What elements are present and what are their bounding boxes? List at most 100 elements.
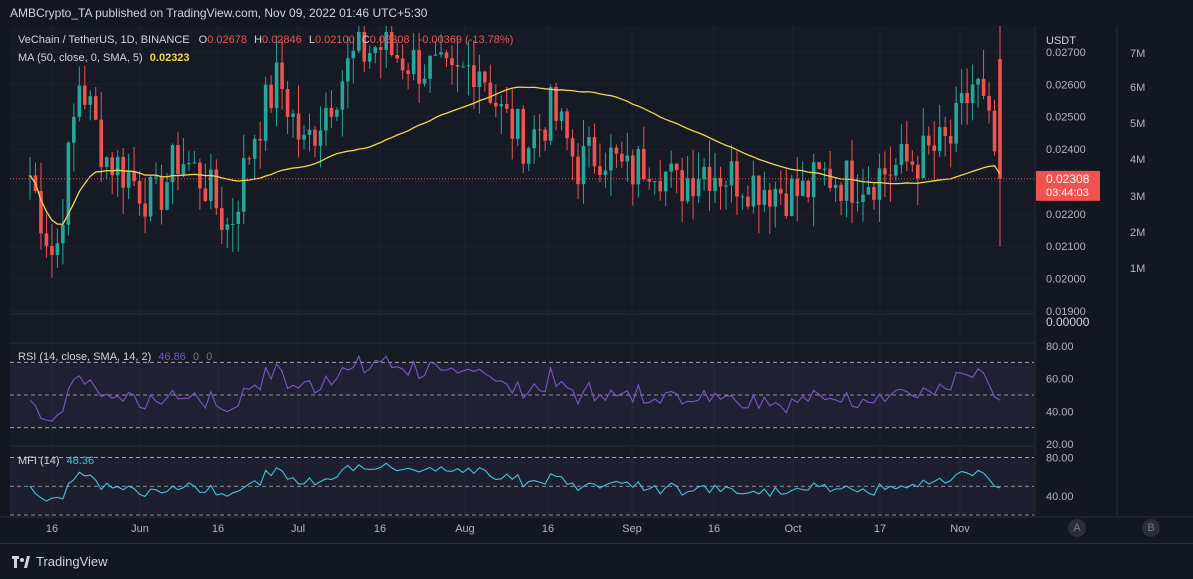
high-label: H xyxy=(254,34,263,46)
candle-body xyxy=(587,137,591,146)
candle-body xyxy=(998,59,1002,179)
candle-body xyxy=(373,47,378,54)
ma-value: 0.02323 xyxy=(149,52,190,64)
candle-body xyxy=(609,147,613,171)
b-button[interactable]: B xyxy=(1142,519,1160,537)
candle-body xyxy=(570,138,575,157)
candle-body xyxy=(537,129,542,131)
candle-body xyxy=(115,156,120,176)
auto-scale-button[interactable]: A xyxy=(1068,519,1086,537)
candle-body xyxy=(422,78,427,84)
candle-body xyxy=(296,113,301,140)
candle-body xyxy=(899,143,904,166)
candle-body xyxy=(258,138,262,141)
candle-body xyxy=(861,194,865,203)
candle-body xyxy=(318,130,323,146)
candle-body xyxy=(883,168,887,175)
candle-body xyxy=(324,108,328,131)
candle-body xyxy=(592,137,597,167)
candle-body xyxy=(894,165,898,176)
rsi-tick-label: 20.00 xyxy=(1046,439,1074,451)
candle-body xyxy=(948,136,953,144)
volume-tick-label: 5M xyxy=(1130,118,1145,130)
change-value: -0.00369 (-13.78%) xyxy=(418,34,514,46)
candle-body xyxy=(187,163,191,165)
volume-tick-label: 2M xyxy=(1130,227,1145,239)
rsi-tick-label: 40.00 xyxy=(1046,406,1074,418)
candle-body xyxy=(888,174,893,176)
candle-body xyxy=(66,142,71,225)
candle-body xyxy=(450,58,454,66)
candle-body xyxy=(970,84,975,104)
price-tick-label: 0.01900 xyxy=(1046,306,1086,318)
countdown-label: 03:44:03 xyxy=(1046,187,1089,199)
chart-area[interactable]: VeChain / TetherUS, 1D, BINANCE O0.02678… xyxy=(10,26,1034,517)
candle-body xyxy=(269,84,273,109)
candle-body xyxy=(631,155,635,185)
publish-text: AMBCrypto_TA published on TradingView.co… xyxy=(10,6,428,20)
candle-body xyxy=(61,224,65,244)
candle-body xyxy=(181,164,186,175)
price-tick-label: 0.02500 xyxy=(1046,112,1086,124)
candle-body xyxy=(696,179,701,197)
rsi-legend: RSI (14, close, SMA, 14, 2) 46.86 0 0 xyxy=(18,351,212,363)
candle-body xyxy=(844,160,849,201)
volume-tick-label: 4M xyxy=(1130,154,1145,166)
candle-body xyxy=(559,111,564,121)
tradingview-brand[interactable]: TradingView xyxy=(12,554,108,569)
mfi-tick-label: 80.00 xyxy=(1046,453,1074,465)
price-tick-label: 0.02600 xyxy=(1046,79,1086,91)
price-tick-label: 0.02000 xyxy=(1046,274,1086,286)
open-value: 0.02678 xyxy=(207,34,247,46)
mfi-line xyxy=(29,462,1001,502)
candle-body xyxy=(740,196,745,198)
time-tick-label: Jul xyxy=(291,523,305,535)
candle-body xyxy=(477,71,482,87)
candle-body xyxy=(713,178,717,191)
candle-body xyxy=(800,180,805,196)
candle-body xyxy=(302,134,306,140)
candle-body xyxy=(192,162,197,164)
candle-body xyxy=(987,95,991,111)
candle-body xyxy=(921,135,926,179)
candle-body xyxy=(839,184,843,201)
candle-body xyxy=(483,71,487,83)
candle-body xyxy=(285,88,290,117)
candle-body xyxy=(554,86,558,121)
high-value: 0.02846 xyxy=(262,34,302,46)
chart-svg[interactable] xyxy=(10,26,1034,517)
candle-body xyxy=(444,52,449,59)
ma-legend: MA (50, close, 0, SMA, 5) 0.02323 xyxy=(18,52,190,64)
time-tick-label: Nov xyxy=(950,523,970,535)
candle-body xyxy=(603,170,608,176)
candle-body xyxy=(494,102,498,107)
candle-body xyxy=(362,31,367,62)
candle-body xyxy=(543,129,547,141)
time-tick-label: Aug xyxy=(455,523,475,535)
candle-body xyxy=(313,129,317,146)
candle-body xyxy=(488,82,493,103)
candle-body xyxy=(400,58,405,71)
candle-body xyxy=(576,156,580,185)
candle-body xyxy=(702,166,706,180)
candle-body xyxy=(384,32,389,50)
candle-body xyxy=(274,62,279,109)
candle-body xyxy=(340,81,345,110)
candle-body xyxy=(641,148,646,179)
candle-body xyxy=(981,78,986,96)
candle-body xyxy=(176,145,180,175)
rsi-extra1: 0 xyxy=(192,351,200,363)
auto-scale-label: A xyxy=(1073,522,1081,534)
candle-body xyxy=(811,162,816,198)
candle-body xyxy=(877,168,882,200)
rsi-label: RSI (14, close, SMA, 14, 2) xyxy=(18,351,152,363)
candle-body xyxy=(104,157,109,167)
close-value: 0.02308 xyxy=(369,34,410,46)
candle-body xyxy=(307,129,312,135)
candle-body xyxy=(88,96,93,105)
brand-name: TradingView xyxy=(36,554,108,569)
rsi-value: 46.86 xyxy=(158,351,186,363)
candle-body xyxy=(428,55,432,79)
candle-body xyxy=(976,78,980,85)
ohlc-legend: VeChain / TetherUS, 1D, BINANCE O0.02678… xyxy=(18,34,513,46)
